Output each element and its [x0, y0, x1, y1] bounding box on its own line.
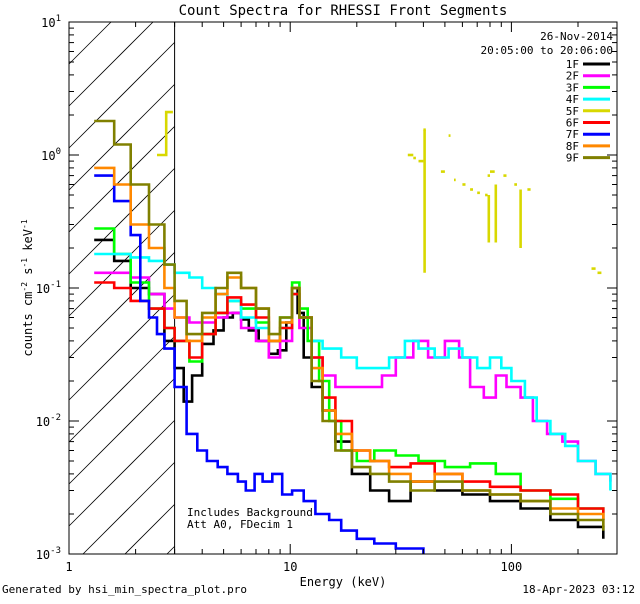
hatch-line — [166, 546, 175, 555]
x-tick-label: 10 — [283, 560, 297, 574]
x-tick-label: 100 — [501, 560, 523, 574]
legend-label: 3F — [566, 81, 579, 94]
y-tick-label: 10-2 — [36, 413, 61, 429]
background-note: Includes Background — [187, 506, 313, 519]
hatch-line — [68, 126, 175, 233]
hatch-line — [68, 252, 175, 359]
legend-label: 7F — [566, 128, 579, 141]
generated-by-footer: Generated by hsi_min_spectra_plot.pro — [2, 583, 248, 596]
legend-label: 4F — [566, 93, 579, 106]
hatch-line — [68, 21, 154, 107]
attenuator-note: Att A0, FDecim 1 — [187, 518, 293, 531]
date-annotation: 26-Nov-2014 — [540, 30, 613, 43]
series-3f — [94, 227, 605, 520]
hatch-line — [68, 378, 175, 485]
hatch-line — [124, 504, 175, 555]
axis-ticks: 1 10 100 10-3 10-2 10-1 100 101 — [36, 14, 618, 574]
legend-label: 1F — [566, 58, 579, 71]
series-1f — [94, 238, 605, 539]
series-layer — [94, 110, 612, 554]
hatch-line — [68, 420, 175, 527]
legend-label: 6F — [566, 117, 579, 130]
hatch-line — [68, 168, 175, 275]
series-9f — [94, 119, 605, 531]
legend-label: 9F — [566, 152, 579, 165]
y-tick-label: 100 — [41, 147, 61, 163]
hatch-line — [82, 462, 175, 555]
y-tick-label: 10-1 — [36, 280, 61, 296]
y-axis-label: counts cm-2 s-1 keV-1 — [20, 219, 35, 356]
x-axis-label: Energy (keV) — [300, 575, 387, 589]
hatch-line — [68, 42, 175, 149]
series-7f — [94, 174, 425, 554]
series-4f — [94, 252, 612, 491]
timestamp-footer: 18-Apr-2023 03:12 — [522, 583, 635, 596]
chart-title: Count Spectra for RHESSI Front Segments — [179, 3, 508, 19]
y-tick-label: 10-3 — [36, 546, 61, 562]
hatched-region — [68, 21, 176, 555]
plot-frame — [68, 21, 618, 555]
hatch-line — [68, 210, 175, 317]
hatch-line — [68, 84, 175, 191]
legend-label: 2F — [566, 70, 579, 83]
series-6f — [94, 281, 605, 520]
time-range-annotation: 20:05:00 to 20:06:00 — [481, 44, 613, 57]
x-tick-label: 1 — [65, 560, 72, 574]
hatch-line — [68, 336, 175, 443]
hatch-line — [68, 294, 175, 401]
series-5f — [157, 110, 173, 157]
legend-label: 5F — [566, 105, 579, 118]
hatch-line — [68, 21, 112, 65]
y-tick-label: 101 — [41, 14, 61, 30]
legend-label: 8F — [566, 140, 579, 153]
